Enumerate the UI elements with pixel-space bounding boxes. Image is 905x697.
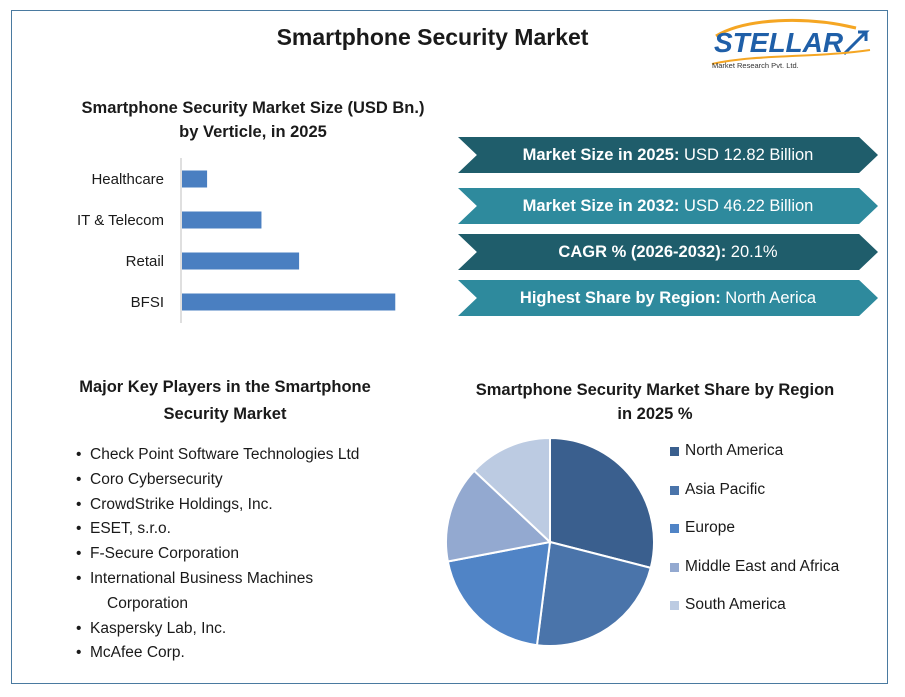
- pie-legend: North America Asia Pacific Europe Middle Ea…: [670, 442, 839, 635]
- metric-value: USD 46.22 Billion: [679, 196, 814, 215]
- pie-chart-title: Smartphone Security Market Share by Regi…: [475, 381, 835, 423]
- legend-item: South America: [670, 596, 839, 635]
- legend-swatch: [670, 601, 679, 610]
- pie-slice-middle-east-and-africa: [445, 469, 553, 563]
- bar-category-label: Retail: [126, 253, 164, 270]
- bar-healthcare: [182, 170, 208, 188]
- metric-ribbon: Market Size in 2032: USD 46.22 Billion: [458, 188, 878, 224]
- legend-item: Europe: [670, 519, 839, 558]
- list-item: CrowdStrike Holdings, Inc.: [76, 493, 406, 518]
- metric-ribbon: Highest Share by Region: North Aerica: [458, 280, 878, 316]
- pie-chart: [445, 436, 655, 647]
- pie-slice-europe: [446, 540, 552, 647]
- list-item: McAfee Corp.: [76, 641, 406, 666]
- legend-label: North America: [685, 442, 784, 459]
- legend-item: Asia Pacific: [670, 481, 839, 520]
- list-item: ESET, s.r.o.: [76, 517, 406, 542]
- legend-label: Europe: [685, 519, 735, 536]
- metric-ribbon: Market Size in 2025: USD 12.82 Billion: [458, 137, 878, 173]
- pie-slice-south-america: [472, 436, 551, 545]
- list-item: International Business Machines Corporati…: [76, 567, 406, 617]
- legend-label: Asia Pacific: [685, 480, 766, 498]
- pie-slice-asia-pacific: [535, 540, 652, 647]
- key-player-name: F-Secure Corporation: [90, 545, 240, 563]
- svg-text:STELLAR: STELLAR: [714, 27, 844, 58]
- bar-bfsi: [182, 293, 396, 311]
- metric-ribbon: CAGR % (2026-2032): 20.1%: [458, 234, 878, 270]
- metric-value: North Aerica: [720, 288, 817, 307]
- metric-key: Highest Share by Region:: [519, 288, 721, 307]
- key-players-list: Check Point Software Technologies Ltd Cor…: [76, 443, 406, 666]
- key-player-name: ESET, s.r.o.: [90, 520, 171, 538]
- metric-key: CAGR % (2026-2032):: [558, 242, 727, 261]
- bar-category-label: Healthcare: [91, 171, 164, 188]
- legend-swatch: [670, 562, 679, 572]
- key-player-name-continued: Corporation: [107, 594, 188, 612]
- key-players-title: Major Key Players in the Smartphone Secu…: [79, 378, 371, 423]
- metric-key: Market Size in 2025:: [522, 145, 680, 164]
- legend-swatch: [670, 447, 679, 456]
- pie-slice-north-america: [549, 436, 655, 570]
- bar-chart: Healthcare IT & Telecom Retail BFSI: [77, 158, 396, 323]
- legend-swatch: [670, 524, 679, 533]
- list-item: Check Point Software Technologies Ltd: [76, 443, 406, 468]
- key-player-name: Check Point Software Technologies Ltd: [90, 446, 360, 463]
- legend-item: Middle East and Africa: [670, 558, 839, 597]
- bar-retail: [182, 252, 300, 270]
- key-player-name: CrowdStrike Holdings, Inc.: [90, 495, 273, 513]
- bar-it-telecom: [182, 211, 262, 229]
- legend-swatch: [670, 485, 679, 495]
- legend-label: Middle East and Africa: [685, 557, 840, 575]
- list-item: Coro Cybersecurity: [76, 468, 406, 493]
- metric-value: 20.1%: [726, 242, 778, 261]
- page-title: Smartphone Security Market: [276, 24, 589, 50]
- metric-value: USD 12.82 Billion: [679, 145, 814, 164]
- metric-key: Market Size in 2032:: [522, 196, 680, 215]
- key-player-name: McAfee Corp.: [90, 644, 185, 662]
- list-item: Kaspersky Lab, Inc.: [76, 617, 406, 642]
- key-player-name: Coro Cybersecurity: [90, 470, 223, 488]
- infographic-frame: [11, 10, 888, 684]
- key-player-name: International Business Machines: [90, 569, 314, 587]
- key-player-name: Kaspersky Lab, Inc.: [90, 619, 227, 637]
- svg-text:Market Research Pvt. Ltd.: Market Research Pvt. Ltd.: [712, 61, 799, 70]
- bar-category-label: IT & Telecom: [77, 212, 164, 229]
- list-item: F-Secure Corporation: [76, 542, 406, 567]
- stellar-logo: STELLAR Market Research Pvt. Ltd.: [706, 14, 876, 74]
- legend-item: North America: [670, 442, 839, 481]
- logo-graphic: STELLAR Market Research Pvt. Ltd.: [711, 18, 871, 70]
- legend-label: South America: [685, 596, 786, 613]
- bar-chart-title: Smartphone Security Market Size (USD Bn.…: [81, 99, 425, 141]
- bar-category-label: BFSI: [131, 294, 164, 311]
